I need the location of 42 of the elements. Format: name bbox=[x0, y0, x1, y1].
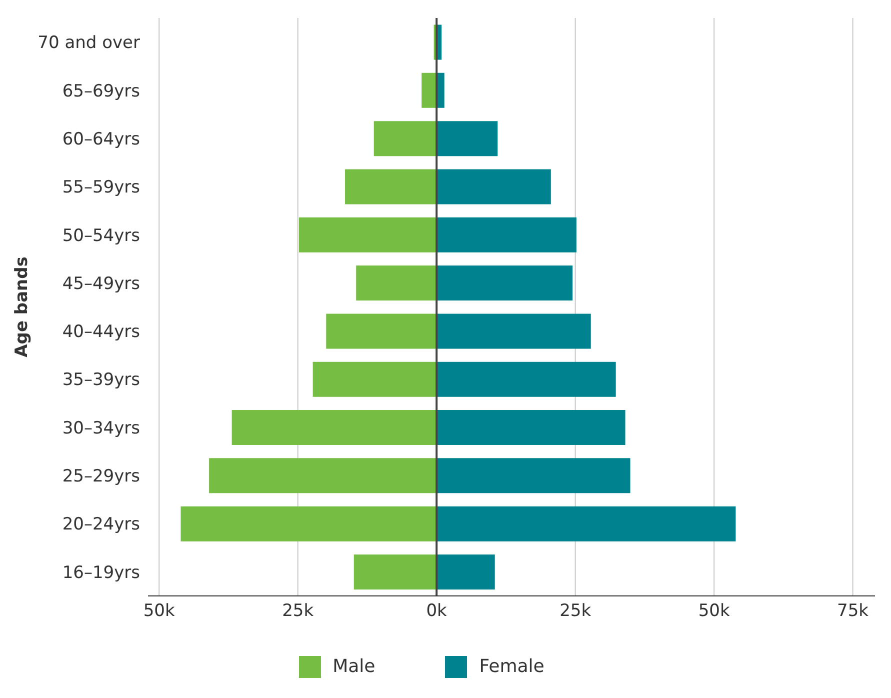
bar bbox=[345, 169, 437, 204]
bar bbox=[354, 554, 437, 590]
y-tick-label: 20–24yrs bbox=[62, 514, 140, 535]
x-tick-label: 75k bbox=[837, 600, 869, 621]
bar bbox=[436, 266, 573, 301]
x-tick-label: 25k bbox=[282, 600, 314, 621]
x-tick-label: 50k bbox=[143, 600, 175, 621]
y-tick-label: 35–39yrs bbox=[62, 370, 140, 390]
bar bbox=[436, 121, 498, 156]
y-tick-label: 65–69yrs bbox=[62, 81, 140, 102]
x-tick-label: 50k bbox=[698, 600, 730, 621]
bar bbox=[422, 72, 437, 108]
bar bbox=[312, 362, 437, 397]
y-tick-label: 70 and over bbox=[38, 33, 140, 54]
y-tick-label: 50–54yrs bbox=[62, 226, 140, 246]
bar bbox=[356, 266, 437, 301]
bar bbox=[298, 217, 437, 252]
legend-label: Male bbox=[332, 656, 376, 677]
y-tick-label: 55–59yrs bbox=[62, 178, 140, 198]
x-tick-label: 0k bbox=[426, 600, 448, 621]
bar bbox=[374, 121, 437, 156]
x-tick-label: 25k bbox=[560, 600, 592, 621]
bar bbox=[326, 314, 437, 349]
bar bbox=[436, 362, 616, 397]
y-tick-label: 40–44yrs bbox=[62, 322, 140, 342]
bar bbox=[436, 217, 576, 252]
y-tick-label: 16–19yrs bbox=[62, 562, 140, 583]
bar bbox=[436, 506, 736, 542]
bar bbox=[209, 458, 437, 494]
y-tick-label: 25–29yrs bbox=[62, 466, 140, 487]
y-axis-title: Age bands bbox=[12, 256, 32, 358]
y-tick-label: 60–64yrs bbox=[62, 129, 140, 150]
bar bbox=[436, 410, 626, 446]
bar bbox=[436, 314, 591, 349]
y-tick-label: 45–49yrs bbox=[62, 274, 140, 294]
bar bbox=[232, 410, 437, 446]
y-tick-label: 30–34yrs bbox=[62, 418, 140, 438]
legend-label: Female bbox=[479, 656, 544, 677]
bar bbox=[436, 554, 495, 590]
bar bbox=[436, 169, 551, 204]
bar bbox=[436, 458, 630, 494]
bar bbox=[180, 506, 437, 542]
